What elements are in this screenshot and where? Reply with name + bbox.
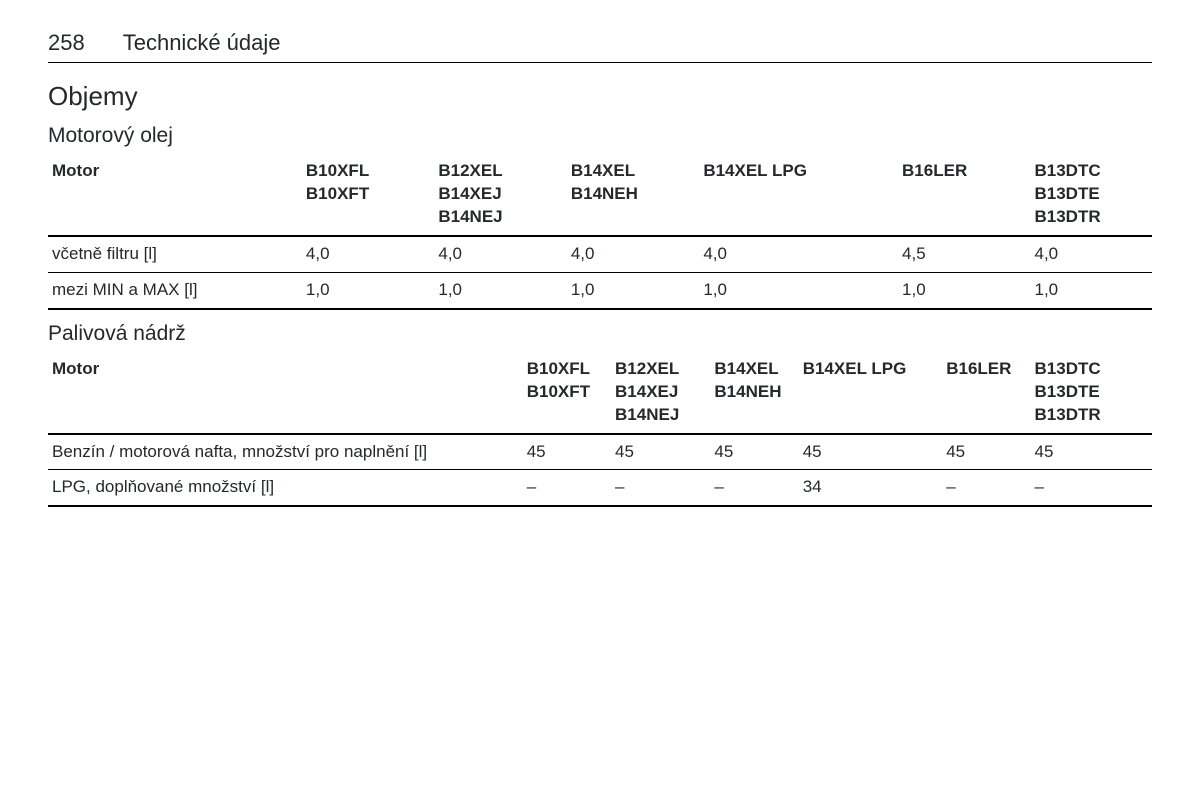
oil-cell: 4,0 xyxy=(302,236,434,272)
fuel-row-header-label: Motor xyxy=(48,352,523,434)
fuel-row-label: LPG, doplňované množství [l] xyxy=(48,470,523,506)
fuel-col-header-line: B14NEJ xyxy=(615,404,706,427)
fuel-col-header-line: B12XEL xyxy=(615,358,706,381)
fuel-col-header-line: B13DTE xyxy=(1035,381,1148,404)
fuel-cell: – xyxy=(710,470,798,506)
fuel-cell: 45 xyxy=(523,434,611,470)
fuel-col-header: B14XELB14NEH xyxy=(710,352,798,434)
oil-col-header: B16LER xyxy=(898,154,1030,236)
oil-cell: 1,0 xyxy=(434,272,566,308)
fuel-section-title: Palivová nádrž xyxy=(48,322,1152,346)
oil-row-label: mezi MIN a MAX [l] xyxy=(48,272,302,308)
fuel-cell: 45 xyxy=(611,434,710,470)
oil-cell: 1,0 xyxy=(1031,272,1153,308)
oil-cell: 1,0 xyxy=(898,272,1030,308)
oil-col-header-line: B13DTE xyxy=(1035,183,1149,206)
oil-col-header-line: B10XFL xyxy=(306,160,430,183)
oil-col-header-line: B14XEJ xyxy=(438,183,562,206)
oil-cell: 4,5 xyxy=(898,236,1030,272)
oil-col-header-line: B16LER xyxy=(902,160,1026,183)
oil-col-header: B13DTCB13DTEB13DTR xyxy=(1031,154,1153,236)
fuel-col-header: B14XEL LPG xyxy=(799,352,943,434)
oil-col-header-line: B14NEH xyxy=(571,183,695,206)
oil-col-header: B10XFLB10XFT xyxy=(302,154,434,236)
fuel-cell: – xyxy=(611,470,710,506)
oil-row-label: včetně filtru [l] xyxy=(48,236,302,272)
fuel-row-label: Benzín / motorová nafta, množství pro na… xyxy=(48,434,523,470)
oil-col-header-line: B14NEJ xyxy=(438,206,562,229)
oil-row-header-label: Motor xyxy=(48,154,302,236)
oil-cell: 1,0 xyxy=(567,272,699,308)
fuel-col-header: B16LER xyxy=(942,352,1030,434)
fuel-cell: – xyxy=(1031,470,1152,506)
oil-col-header: B14XELB14NEH xyxy=(567,154,699,236)
fuel-cell: 45 xyxy=(942,434,1030,470)
fuel-cell: 45 xyxy=(799,434,943,470)
oil-col-header-line: B13DTC xyxy=(1035,160,1149,183)
page-number: 258 xyxy=(48,30,85,56)
fuel-cell: 45 xyxy=(710,434,798,470)
oil-cell: 4,0 xyxy=(699,236,898,272)
fuel-col-header-line: B16LER xyxy=(946,358,1026,381)
fuel-col-header-line: B14XEL LPG xyxy=(803,358,939,381)
fuel-cell: 45 xyxy=(1031,434,1152,470)
fuel-col-header-line: B14NEH xyxy=(714,381,794,404)
oil-cell: 1,0 xyxy=(302,272,434,308)
oil-cell: 1,0 xyxy=(699,272,898,308)
fuel-col-header: B10XFLB10XFT xyxy=(523,352,611,434)
fuel-col-header-line: B14XEL xyxy=(714,358,794,381)
page-header: 258 Technické údaje xyxy=(48,30,1152,63)
fuel-col-header: B12XELB14XEJB14NEJ xyxy=(611,352,710,434)
section-name: Technické údaje xyxy=(123,30,281,56)
oil-col-header-line: B12XEL xyxy=(438,160,562,183)
oil-col-header-line: B10XFT xyxy=(306,183,430,206)
fuel-col-header-line: B14XEJ xyxy=(615,381,706,404)
fuel-col-header-line: B13DTR xyxy=(1035,404,1148,427)
fuel-cell: – xyxy=(523,470,611,506)
fuel-table: MotorB10XFLB10XFTB12XELB14XEJB14NEJB14XE… xyxy=(48,352,1152,508)
oil-col-header-line: B14XEL xyxy=(571,160,695,183)
fuel-col-header-line: B10XFL xyxy=(527,358,607,381)
oil-col-header-line: B14XEL LPG xyxy=(703,160,894,183)
oil-cell: 4,0 xyxy=(434,236,566,272)
oil-col-header: B14XEL LPG xyxy=(699,154,898,236)
fuel-col-header-line: B13DTC xyxy=(1035,358,1148,381)
oil-col-header-line: B13DTR xyxy=(1035,206,1149,229)
oil-section-title: Motorový olej xyxy=(48,124,1152,148)
oil-cell: 4,0 xyxy=(1031,236,1153,272)
fuel-col-header: B13DTCB13DTEB13DTR xyxy=(1031,352,1152,434)
oil-cell: 4,0 xyxy=(567,236,699,272)
fuel-col-header-line: B10XFT xyxy=(527,381,607,404)
page-title: Objemy xyxy=(48,81,1152,112)
oil-col-header: B12XELB14XEJB14NEJ xyxy=(434,154,566,236)
fuel-cell: 34 xyxy=(799,470,943,506)
fuel-cell: – xyxy=(942,470,1030,506)
oil-table: MotorB10XFLB10XFTB12XELB14XEJB14NEJB14XE… xyxy=(48,154,1152,310)
